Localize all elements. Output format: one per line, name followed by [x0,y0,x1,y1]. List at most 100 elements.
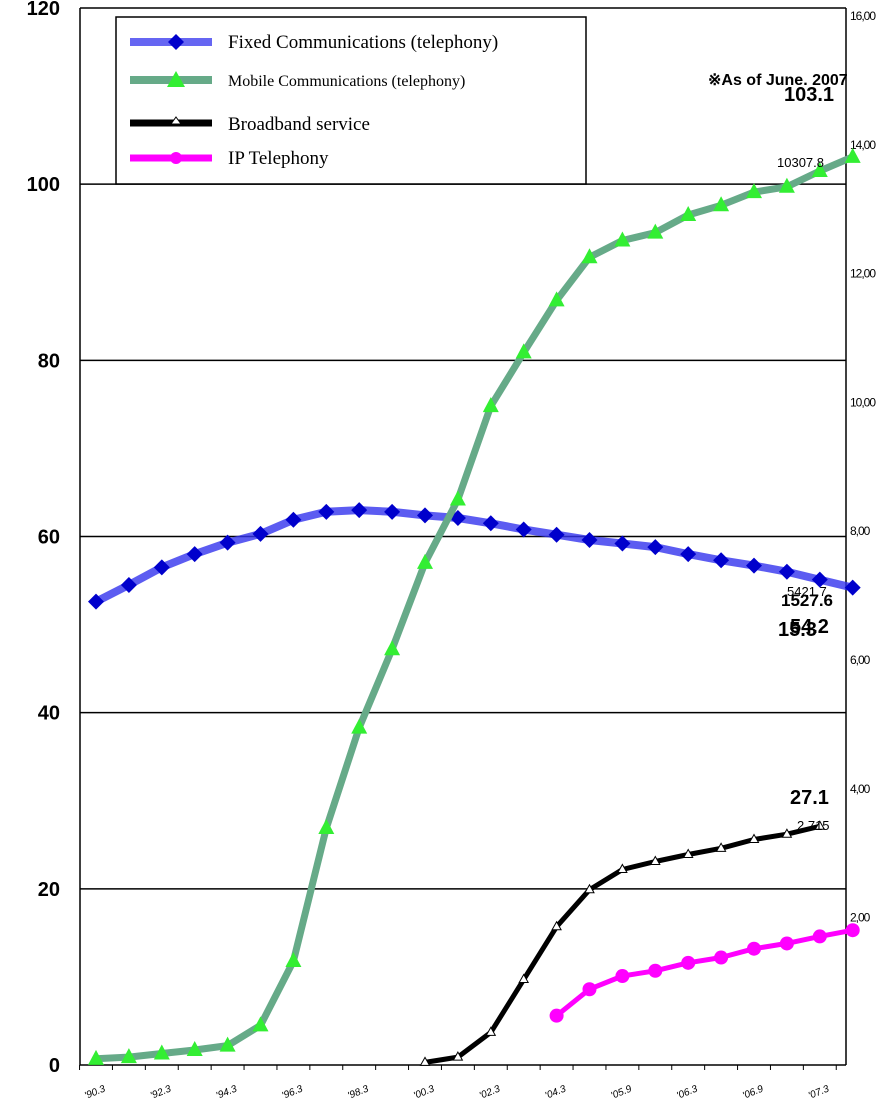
data-point-mobile [153,1044,170,1060]
x-tick-label: '94.3 [215,1083,239,1101]
end-value-label: 54.2 [790,616,829,638]
data-point-ip [714,950,729,965]
data-point-mobile [778,177,795,193]
data-point-broadband [485,1026,497,1036]
data-point-fixed [120,576,137,593]
legend: Fixed Communications (telephony) Mobile … [115,16,587,185]
series-lines [88,147,861,1066]
x-axis-ticks: '90.3 '92.3 '94.3 '96.3 '98.3 '00.3 '02.3 '04.3… [83,1083,831,1101]
data-point-broadband [584,883,595,894]
data-point-fixed [186,546,203,563]
data-point-mobile [88,1049,104,1065]
data-point-fixed [811,571,828,588]
data-point-fixed [844,579,861,596]
data-point-ip [681,955,696,970]
data-point-broadband [682,848,694,858]
data-point-broadband [617,863,628,873]
data-point-fixed [746,557,762,574]
data-point-fixed [384,503,401,520]
legend-label-ip: IP Telephony [228,148,329,169]
data-point-broadband [748,833,760,844]
data-point-mobile [713,196,730,212]
data-point-fixed [318,503,335,520]
data-point-mobile [844,147,861,163]
x-tick-label: '06.9 [741,1083,765,1101]
data-point-mobile [318,819,335,835]
y-tick-label-0: 0 [49,1055,60,1077]
y2-tick-label: 14,00 [850,138,876,152]
x-tick-label: '07.3 [807,1083,831,1101]
data-point-mobile [186,1041,203,1057]
axes [79,8,847,1070]
data-point-ip [549,1008,564,1023]
x-tick-label: '04.3 [544,1083,568,1101]
data-point-mobile [219,1036,236,1052]
data-point-fixed [647,539,664,556]
legend-marker-mobile [167,71,185,87]
legend-item-ip: IP Telephony [130,148,329,169]
data-point-ip [648,963,663,978]
data-point-mobile [746,183,762,199]
data-point-fixed [548,526,565,543]
y2-tick-label: 10,00 [850,395,876,409]
end-count-label: 5421.7 [787,584,827,599]
y-tick-label-40: 40 [38,703,60,725]
data-point-mobile [285,952,302,968]
data-point-ip [779,936,794,951]
data-point-fixed [88,593,104,610]
legend-label-fixed: Fixed Communications (telephony) [228,32,498,53]
legend-item-mobile: Mobile Communications (telephony) [130,71,465,90]
y2-tick-label: 16,00 [850,9,876,23]
data-point-fixed [680,546,697,563]
as-of-note: ※As of June. 2007 [708,72,848,89]
y2-tick-label: 12,00 [850,267,876,281]
series-line-0 [94,506,854,606]
data-point-fixed [252,525,269,542]
y-tick-label-80: 80 [38,350,60,372]
end-count-label: 1527.6 [781,591,833,610]
data-point-broadband [715,842,727,852]
data-point-broadband [649,855,661,866]
series-line-3 [555,927,854,1018]
end-count-label: 2,715 [797,818,830,833]
data-point-mobile [351,718,368,734]
x-tick-label: '00.3 [412,1083,436,1101]
y2-tick-label: 8,00 [850,524,871,538]
data-point-broadband [518,973,530,984]
data-point-ip [845,923,860,938]
data-point-mobile [384,640,401,656]
data-point-fixed [417,507,433,524]
data-point-fixed [713,552,730,569]
x-tick-label: '96.3 [280,1083,304,1101]
legend-marker-fixed [168,34,184,50]
data-point-fixed [219,534,236,551]
data-point-broadband [419,1056,431,1066]
data-point-broadband [452,1051,464,1061]
legend-marker-broadband [170,116,182,125]
y2-tick-label: 2,00 [850,911,871,925]
y2-tick-label: 4,00 [850,782,871,796]
data-point-mobile [680,205,697,221]
data-point-broadband [551,920,562,931]
x-tick-label: '05.9 [609,1083,633,1101]
data-point-mobile [647,223,664,239]
data-point-fixed [351,502,368,519]
data-point-mobile [120,1048,137,1064]
data-point-mobile [614,231,631,247]
y2-tick-label: 6,00 [850,653,871,667]
y-axis-right-ticks: 16,00 14,00 12,00 10,00 8,00 6,00 4,00 2,00 [850,9,877,925]
x-tick-label: '98.3 [346,1083,370,1101]
data-point-fixed [153,559,170,576]
x-tick-label: '92.3 [149,1083,173,1101]
data-point-fixed [515,521,532,538]
data-point-fixed [482,515,499,532]
data-point-mobile [811,161,828,177]
data-point-broadband [781,828,793,838]
legend-item-broadband: Broadband service [130,114,370,135]
data-point-ip [747,941,761,956]
y-tick-label-100: 100 [27,174,60,196]
data-point-ip [582,982,597,997]
data-point-fixed [614,535,631,552]
data-point-mobile [581,248,598,264]
